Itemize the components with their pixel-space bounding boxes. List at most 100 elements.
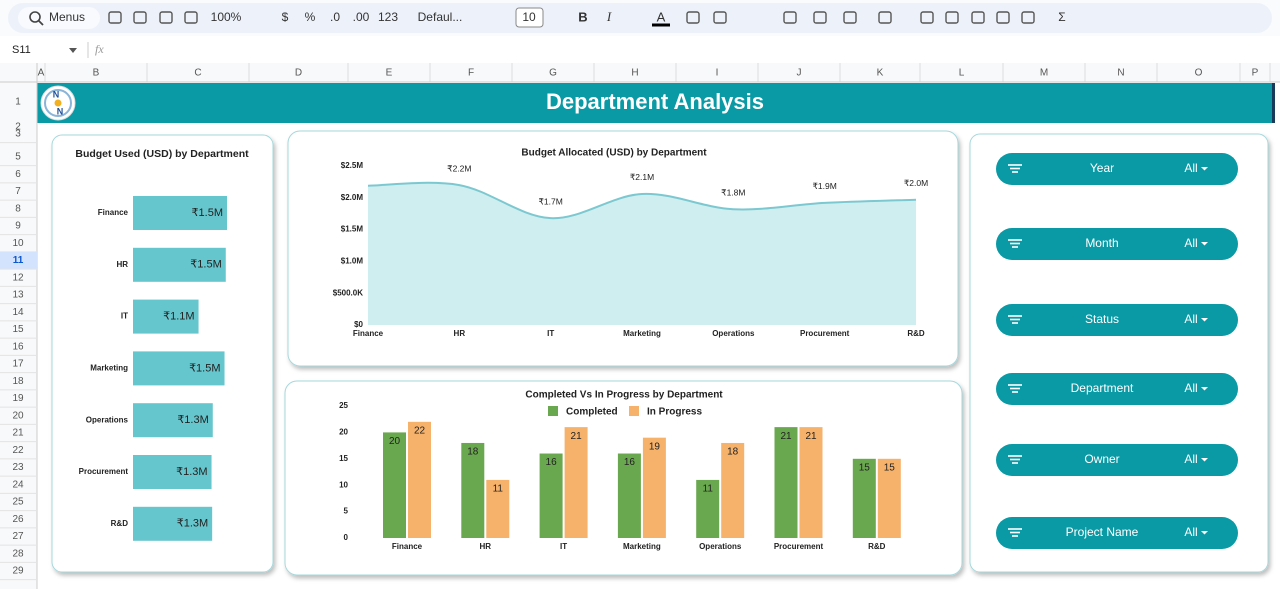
toolbar-item[interactable]: .00	[353, 10, 370, 24]
row-header: 2	[15, 122, 21, 133]
slicer[interactable]	[996, 228, 1238, 260]
bar	[133, 299, 199, 334]
bar	[852, 458, 876, 538]
y-tick-label: 20	[339, 428, 348, 437]
dropdown-arrow[interactable]	[1201, 242, 1208, 246]
dropdown-arrow[interactable]	[1201, 531, 1208, 535]
slicer-value[interactable]: All	[1184, 161, 1197, 175]
toolbar-icon[interactable]	[108, 11, 122, 24]
slicer[interactable]	[996, 517, 1238, 549]
bar	[642, 437, 666, 538]
row-header: 6	[15, 169, 21, 180]
y-tick-label: 0	[344, 533, 349, 542]
slicer-value[interactable]: All	[1184, 525, 1197, 539]
toolbar-icon[interactable]	[843, 11, 857, 24]
column-header: H	[631, 68, 638, 79]
value-label: ₹2.1M	[630, 172, 654, 182]
toolbar-item[interactable]: Σ	[1058, 10, 1065, 24]
toolbar-item[interactable]: I	[606, 9, 612, 24]
toolbar-icon[interactable]	[920, 11, 934, 24]
banner-edge	[1272, 83, 1275, 123]
slicer-value[interactable]: All	[1184, 312, 1197, 326]
column-header: K	[877, 68, 884, 79]
x-tick-label: HR	[454, 329, 466, 338]
toolbar-icon[interactable]	[159, 11, 173, 24]
row-header: 9	[15, 221, 21, 232]
toolbar-item[interactable]: Defaul...	[418, 10, 463, 24]
row-header: 11	[13, 255, 24, 266]
toolbar-icon[interactable]	[133, 11, 147, 24]
slicer[interactable]	[996, 153, 1238, 185]
y-tick-label: 10	[339, 480, 348, 489]
value-label: ₹2.0M	[904, 178, 928, 188]
x-tick-label: Procurement	[774, 542, 824, 551]
bar	[774, 427, 798, 538]
row-header: 24	[12, 479, 24, 490]
value-label: ₹1.9M	[813, 181, 837, 191]
logo-letter: N	[53, 89, 60, 99]
slicer-value[interactable]: All	[1184, 452, 1197, 466]
x-tick-label: Finance	[392, 542, 423, 551]
search-icon	[29, 11, 41, 23]
toolbar-item[interactable]: 123	[378, 10, 398, 24]
toolbar-item[interactable]: A	[657, 9, 666, 24]
row-header: 19	[12, 393, 24, 404]
value-label: 21	[780, 431, 792, 442]
slicer-value[interactable]: All	[1184, 236, 1197, 250]
toolbar-icon[interactable]	[813, 11, 827, 24]
row-header: 26	[12, 514, 24, 525]
value-label: ₹1.5M	[189, 362, 220, 374]
slicer-value[interactable]: All	[1184, 381, 1197, 395]
x-tick-label: Marketing	[623, 542, 661, 551]
bar	[133, 455, 212, 489]
x-tick-label: Procurement	[800, 329, 850, 338]
toolbar-item[interactable]: 100%	[211, 10, 242, 24]
toolbar-icon[interactable]	[996, 11, 1010, 24]
row-header: 7	[15, 186, 21, 197]
row-header: 29	[12, 566, 24, 577]
dropdown-arrow[interactable]	[1201, 387, 1208, 391]
column-header-bar	[0, 63, 1280, 82]
toolbar-item[interactable]: .0	[330, 10, 340, 24]
column-header: G	[549, 68, 557, 79]
y-tick-label: $0	[354, 320, 363, 329]
row-header: 27	[12, 531, 24, 542]
toolbar-icon[interactable]	[945, 11, 959, 24]
toolbar-item[interactable]: %	[305, 10, 316, 24]
slicer[interactable]	[996, 373, 1238, 405]
toolbar-item[interactable]: $	[282, 10, 289, 24]
toolbar-icon[interactable]	[686, 11, 700, 24]
y-tick-label: $2.5M	[341, 161, 364, 170]
column-header: C	[194, 68, 201, 79]
font-size-box[interactable]	[515, 7, 544, 28]
title-banner	[37, 83, 1274, 123]
x-tick-label: R&D	[907, 329, 925, 338]
slicer[interactable]	[996, 304, 1238, 336]
dropdown-arrow[interactable]	[1201, 318, 1208, 322]
column-header: O	[1195, 68, 1203, 79]
column-header: L	[959, 68, 965, 79]
slicer[interactable]	[996, 444, 1238, 476]
toolbar-icon[interactable]	[971, 11, 985, 24]
toolbar-icon[interactable]	[878, 11, 892, 24]
column-header: N	[1117, 68, 1124, 79]
toolbar-icon[interactable]	[713, 11, 727, 24]
column-header: I	[716, 68, 719, 79]
toolbar-item[interactable]: Menus	[49, 10, 85, 24]
toolbar-item[interactable]: B	[578, 9, 587, 24]
dashboard-title: Department Analysis	[546, 89, 764, 114]
toolbar-item[interactable]: 10	[522, 10, 536, 24]
row-header-bar	[0, 63, 37, 589]
toolbar-icon[interactable]	[783, 11, 797, 24]
y-tick-label: 5	[344, 507, 349, 516]
toolbar-icon[interactable]	[184, 11, 198, 24]
dropdown-arrow[interactable]	[1201, 167, 1208, 171]
toolbar-icon[interactable]	[1021, 11, 1035, 24]
category-label: Marketing	[90, 364, 128, 373]
dropdown-arrow[interactable]	[1201, 458, 1208, 462]
dropdown-arrow[interactable]	[69, 48, 77, 53]
row-header: 13	[12, 290, 24, 301]
chart-title: Budget Allocated (USD) by Department	[521, 148, 707, 159]
value-label: 16	[624, 457, 636, 468]
row-header: 17	[12, 359, 24, 370]
